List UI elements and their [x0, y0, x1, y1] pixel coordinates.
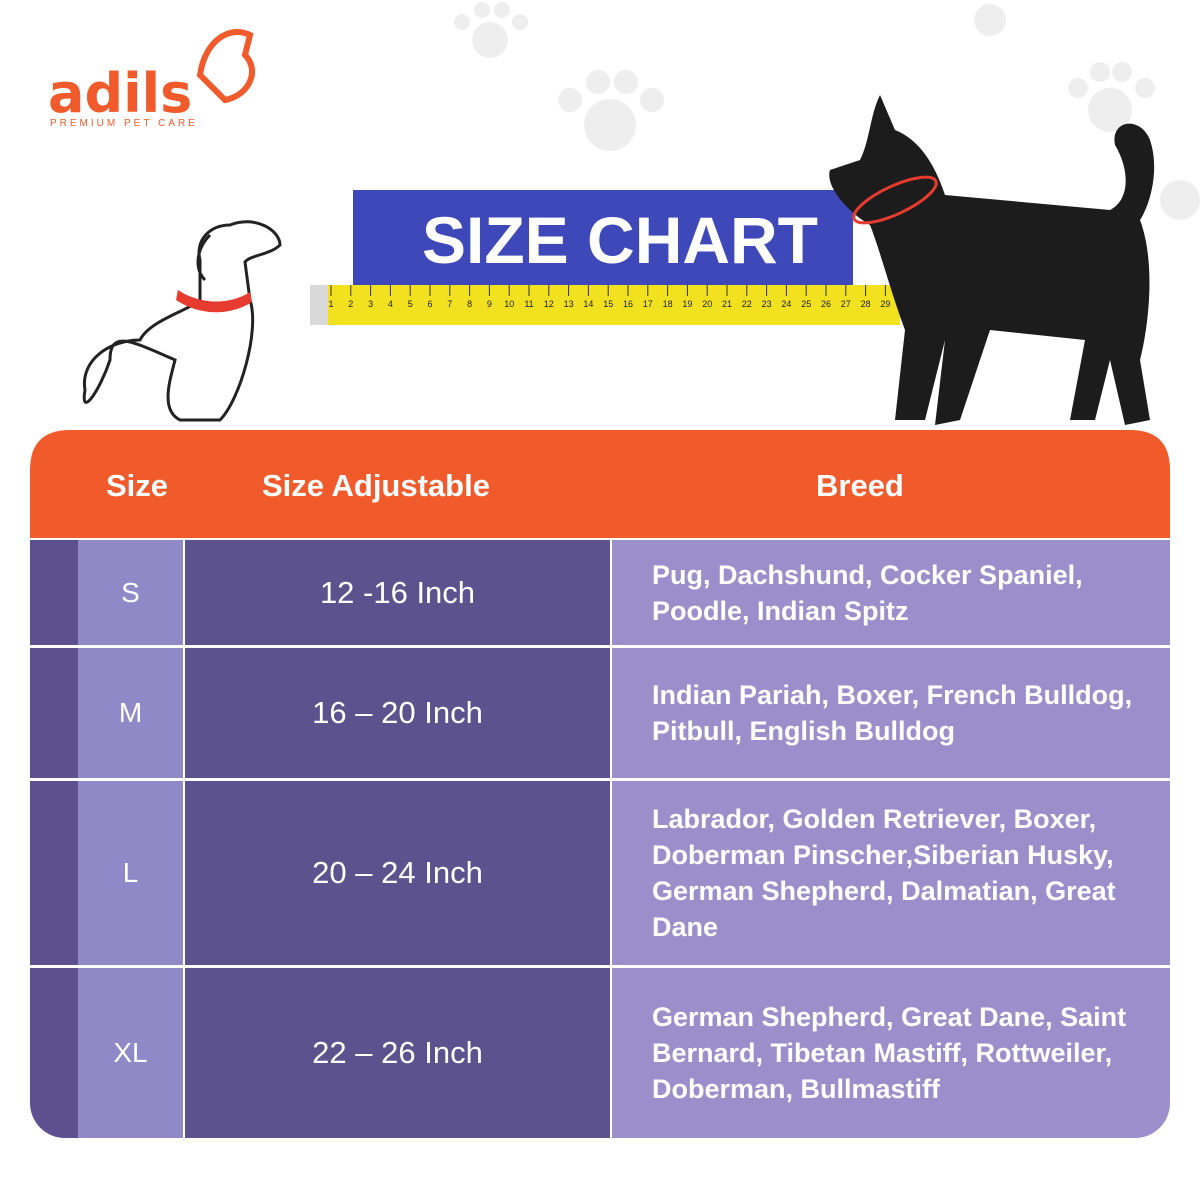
ruler-label: 20 [702, 299, 712, 309]
row-strip [30, 648, 78, 778]
ruler-label: 22 [742, 299, 752, 309]
adjust-cell: 12 -16 Inch [185, 540, 610, 645]
breed-cell: Pug, Dachshund, Cocker Spaniel, Poodle, … [612, 540, 1170, 645]
ruler-label: 5 [408, 299, 413, 309]
row-strip [30, 968, 78, 1138]
ruler-label: 29 [880, 299, 890, 309]
breed-cell: German Shepherd, Great Dane, Saint Berna… [612, 968, 1170, 1138]
ruler-label: 7 [447, 299, 452, 309]
table-header: Breed [816, 468, 904, 503]
ruler-label: 3 [368, 299, 373, 309]
row-strip [30, 540, 78, 645]
ruler-label: 27 [841, 299, 851, 309]
breed-cell: Indian Pariah, Boxer, French Bulldog, Pi… [612, 648, 1170, 778]
ruler-label: 26 [821, 299, 831, 309]
title: SIZE CHART [422, 203, 818, 277]
collar [176, 290, 252, 313]
adjust-cell: 20 – 24 Inch [185, 781, 610, 965]
ruler-label: 1 [328, 299, 333, 309]
table-header-bg [30, 430, 1170, 538]
ruler-label: 9 [487, 299, 492, 309]
table-header: Size Adjustable [262, 468, 490, 503]
ruler [310, 285, 900, 325]
ruler-label: 19 [682, 299, 692, 309]
table-header: Size [106, 468, 169, 503]
sitting-dog [82, 220, 282, 422]
row-strip [30, 781, 78, 965]
size-cell: L [78, 781, 183, 965]
ruler-labels: 1 2 3 4 5 6 7 8 9 10 11 12 13 14 15 16 17 18 19 20 21 22 23 24 2… [328, 285, 890, 309]
ruler-label: 10 [504, 299, 514, 309]
adjust-cell: 16 – 20 Inch [185, 648, 610, 778]
standing-dog [829, 95, 1155, 425]
ruler-label: 11 [524, 299, 533, 309]
logo-mark [196, 28, 256, 104]
paw-prints [454, 2, 1200, 220]
ruler-label: 24 [781, 299, 791, 309]
ruler-end [310, 285, 328, 325]
adjust-cell: 22 – 26 Inch [185, 968, 610, 1138]
ruler-label: 18 [663, 299, 673, 309]
ruler-label: 16 [623, 299, 633, 309]
neck-measure [852, 175, 938, 225]
ruler-label: 25 [801, 299, 811, 309]
ruler-label: 12 [544, 299, 554, 309]
ruler-label: 2 [348, 299, 353, 309]
breed-cell: Labrador, Golden Retriever, Boxer, Dober… [612, 781, 1170, 965]
ruler-label: 15 [603, 299, 613, 309]
ruler-label: 21 [722, 299, 732, 309]
logo-name: adils [48, 62, 192, 125]
size-cell: S [78, 540, 183, 645]
size-cell: XL [78, 968, 183, 1138]
ruler-label: 4 [388, 299, 393, 309]
ruler-label: 6 [427, 299, 432, 309]
ruler-label: 28 [861, 299, 871, 309]
title-banner [353, 190, 853, 285]
ruler-label: 8 [467, 299, 472, 309]
size-cell: M [78, 648, 183, 778]
ruler-label: 13 [564, 299, 574, 309]
logo-tagline: PREMIUM PET CARE [50, 118, 198, 129]
ruler-label: 23 [762, 299, 772, 309]
ruler-label: 17 [643, 299, 653, 309]
ruler-label: 14 [583, 299, 593, 309]
